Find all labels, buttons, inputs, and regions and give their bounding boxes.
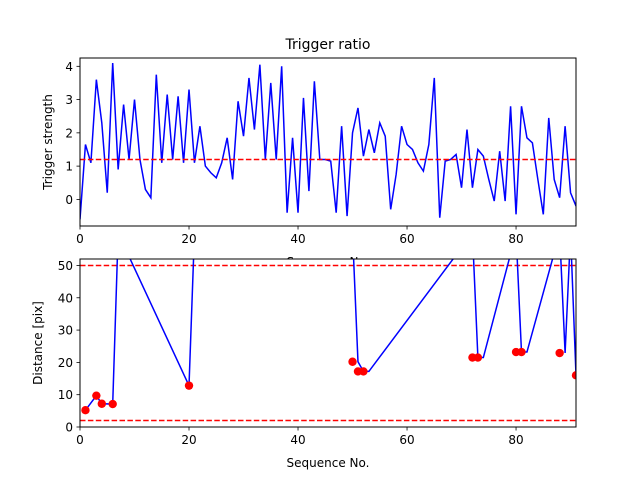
bottom-y-tick-label: 40 [58,291,73,305]
bottom-y-axis-label: Distance [pix] [31,301,45,385]
bottom-x-tick-label: 80 [508,433,523,447]
top-x-tick-label: 20 [181,232,196,246]
top-x-tick-label: 0 [76,232,84,246]
top-x-tick-label: 40 [290,232,305,246]
trigger-strength-series [80,62,576,220]
distance-marker [108,399,117,409]
distance-marker [555,348,564,358]
bottom-x-tick-label: 40 [290,433,305,447]
top-y-tick-label: 2 [65,126,73,140]
bottom-x-tick-label: 20 [181,433,196,447]
distance-marker [348,357,357,366]
distance-panel: 0 20 40 60 80 0 10 20 30 40 50 Sequence No. Distan… [31,258,577,470]
top-y-tick-label: 1 [65,160,73,174]
bottom-axes-frame [79,258,577,428]
bottom-x-tick-label: 0 [76,433,84,447]
distance-marker [184,381,194,390]
top-axis-ticks: 0 20 40 60 80 0 1 2 3 4 [65,60,523,246]
top-axes-frame [79,57,577,227]
top-y-axis-label: Trigger strength [41,94,55,191]
bottom-y-tick-label: 0 [65,421,73,435]
bottom-y-tick-label: 20 [58,356,73,370]
bottom-x-axis-label: Sequence No. [287,456,370,470]
bottom-y-tick-label: 10 [58,388,73,402]
distance-marker [359,367,368,376]
distance-line [84,259,576,411]
trigger-strength-line [80,62,576,220]
bottom-y-tick-label: 30 [58,324,73,338]
distance-marker [97,399,107,408]
distance-marker [473,353,483,362]
top-x-tick-label: 80 [508,232,523,246]
top-y-tick-label: 4 [65,60,73,74]
top-y-tick-label: 0 [65,193,73,207]
distance-series [80,259,576,422]
top-x-tick-label: 60 [399,232,414,246]
top-chart-title: Trigger ratio [284,37,370,53]
distance-marker [81,406,90,415]
distance-marker [517,347,526,357]
distance-marker [92,391,101,400]
distance-marker [571,371,576,380]
bottom-axes-background [80,259,576,427]
bottom-y-tick-label: 50 [58,259,73,273]
bottom-axis-ticks: 0 20 40 60 80 0 10 20 30 40 50 [58,259,524,447]
top-y-tick-label: 3 [65,93,73,107]
bottom-x-tick-label: 60 [399,433,414,447]
